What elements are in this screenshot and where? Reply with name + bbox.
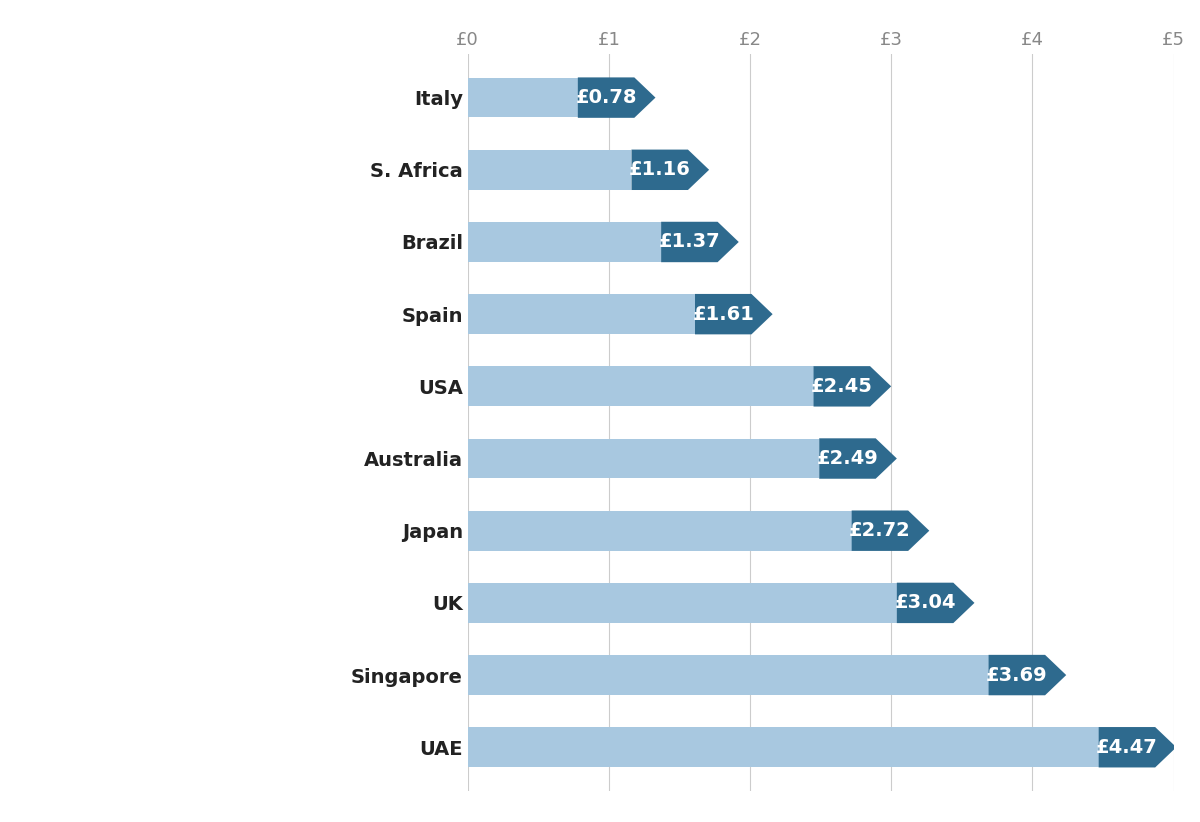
- Bar: [468, 150, 631, 190]
- Polygon shape: [1099, 727, 1176, 768]
- Polygon shape: [661, 222, 739, 262]
- Text: £2.49: £2.49: [816, 449, 878, 468]
- Bar: [468, 78, 578, 118]
- Bar: [468, 727, 1099, 767]
- Polygon shape: [989, 655, 1067, 695]
- Polygon shape: [852, 510, 929, 551]
- Text: £2.45: £2.45: [811, 376, 872, 396]
- Bar: [468, 510, 852, 551]
- Polygon shape: [814, 366, 892, 407]
- Polygon shape: [896, 583, 974, 623]
- Bar: [468, 222, 661, 262]
- Polygon shape: [695, 294, 773, 335]
- Text: £2.72: £2.72: [850, 521, 911, 540]
- Bar: [468, 583, 896, 623]
- Text: £1.61: £1.61: [692, 305, 754, 324]
- Text: £1.37: £1.37: [659, 233, 720, 252]
- Text: £3.69: £3.69: [986, 666, 1048, 685]
- Polygon shape: [578, 77, 655, 118]
- Polygon shape: [631, 150, 709, 190]
- Bar: [468, 655, 989, 695]
- Bar: [468, 439, 820, 478]
- Bar: [468, 367, 814, 406]
- Text: £3.04: £3.04: [894, 593, 956, 612]
- Text: £0.78: £0.78: [575, 88, 637, 107]
- Text: £4.47: £4.47: [1096, 738, 1158, 757]
- Bar: [468, 294, 695, 334]
- Polygon shape: [820, 438, 896, 478]
- Text: £1.16: £1.16: [629, 160, 691, 179]
